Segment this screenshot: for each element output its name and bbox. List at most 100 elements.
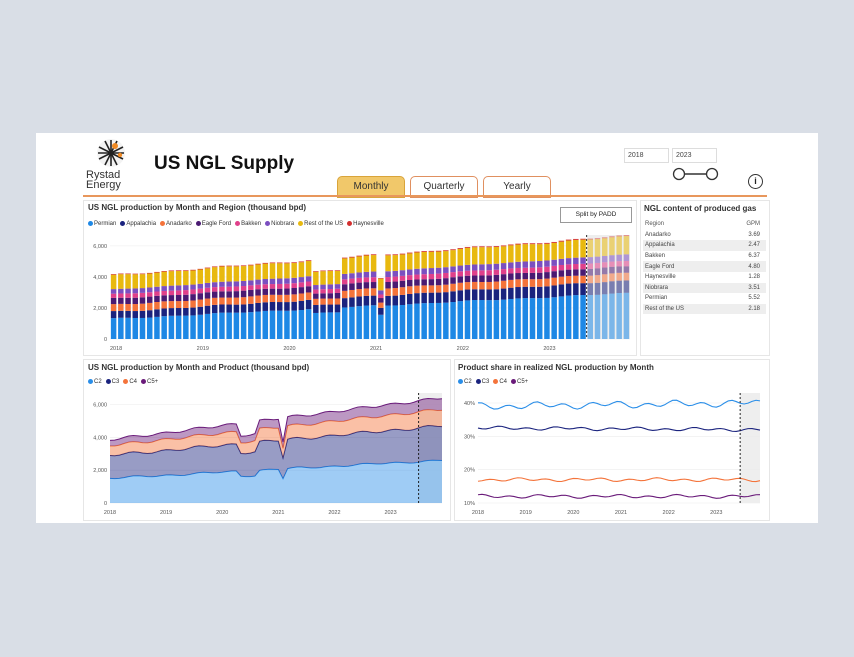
bar-segment (471, 264, 478, 271)
bar-segment (190, 294, 196, 301)
legend-dot-icon (235, 221, 241, 226)
bar-segment (305, 309, 312, 339)
year-range-slider[interactable] (670, 167, 730, 181)
legend-item[interactable]: Appalachia (120, 221, 156, 227)
bar-segment (493, 269, 500, 275)
legend-item[interactable]: C2 (458, 379, 472, 385)
info-icon[interactable]: i (748, 174, 763, 189)
series-line (477, 399, 761, 410)
bar-segment (623, 235, 630, 237)
bar-segment (305, 292, 312, 300)
bar-segment (522, 272, 529, 280)
x-tick-label: 2018 (472, 510, 484, 516)
legend-item[interactable]: Niobrara (265, 221, 294, 227)
bar-segment (414, 274, 420, 280)
bar-segment (385, 295, 391, 306)
bar-segment (197, 293, 204, 300)
share-legend: C2 C3 C4 C5+ (458, 379, 532, 385)
legend-item[interactable]: Rest of the US (298, 221, 343, 227)
bar-segment (233, 286, 240, 292)
tab-monthly[interactable]: Monthly (337, 176, 405, 198)
legend-item[interactable]: Anadarko (160, 221, 192, 227)
bar-segment (168, 315, 175, 339)
bar-segment (544, 278, 550, 287)
legend-item[interactable]: C5+ (141, 379, 158, 385)
bar-segment (146, 273, 153, 288)
bar-segment (623, 292, 630, 339)
bar-segment (428, 268, 435, 274)
bar-segment (262, 288, 269, 295)
bar-segment (580, 283, 586, 296)
bar-segment (435, 250, 442, 252)
bar-segment (132, 273, 139, 275)
bar-segment (370, 282, 377, 289)
legend-dot-icon (458, 379, 463, 384)
bar-segment (522, 267, 529, 273)
bar-segment (118, 288, 124, 294)
bar-segment (558, 258, 565, 265)
legend-item[interactable]: C3 (105, 379, 119, 385)
gpm-table-panel (640, 200, 770, 356)
x-tick-label: 2020 (567, 510, 579, 516)
tab-quarterly[interactable]: Quarterly (410, 176, 478, 198)
bar-segment (154, 291, 160, 296)
tab-yearly[interactable]: Yearly (483, 176, 551, 198)
bar-segment (464, 246, 471, 248)
bar-segment (616, 254, 622, 262)
bar-segment (414, 251, 420, 253)
bar-segment (240, 290, 247, 298)
bar-segment (327, 298, 334, 305)
area-line (109, 425, 443, 460)
legend-item[interactable]: C2 (88, 379, 102, 385)
bar-segment (356, 272, 362, 278)
bar-segment (233, 312, 240, 339)
bar-segment (450, 250, 456, 267)
bar-segment (392, 295, 399, 306)
y-tick-label: 2,000 (93, 306, 107, 312)
bar-segment (168, 290, 175, 296)
end-year-input[interactable]: 2023 (672, 148, 717, 163)
bar-segment (536, 244, 543, 262)
bar-segment (493, 289, 500, 301)
bar-segment (378, 278, 384, 291)
bar-segment (118, 293, 124, 298)
bar-segment (334, 312, 341, 339)
bar-segment (580, 269, 586, 276)
y-tick-label: 40% (464, 401, 475, 407)
bar-segment (428, 292, 435, 304)
bar-segment (623, 254, 630, 261)
bar-segment (378, 314, 384, 339)
legend-dot-icon (298, 221, 304, 226)
bar-segment (385, 277, 391, 283)
legend-item[interactable]: Bakken (235, 221, 261, 227)
legend-item[interactable]: C4 (123, 379, 137, 385)
bar-segment (392, 276, 399, 282)
bar-segment (587, 295, 594, 339)
start-year-input[interactable]: 2018 (624, 148, 669, 163)
legend-item[interactable]: C4 (493, 379, 507, 385)
bar-segment (464, 270, 471, 276)
legend-dot-icon (511, 379, 517, 384)
bar-segment (457, 290, 464, 302)
bar-segment (421, 268, 427, 275)
bar-segment (471, 247, 478, 265)
bar-segment (536, 243, 543, 245)
legend-item[interactable]: C3 (475, 379, 489, 385)
legend-item[interactable]: Haynesville (347, 221, 384, 227)
legend-item[interactable]: C5+ (511, 379, 528, 385)
bar-segment (125, 310, 131, 318)
legend-dot-icon (123, 379, 129, 384)
bar-segment (594, 282, 601, 295)
region-chart-title: US NGL production by Month and Region (t… (88, 203, 307, 212)
legend-item[interactable]: Permian (88, 221, 116, 227)
bar-segment (609, 293, 615, 339)
bar-segment (276, 262, 283, 264)
bar-segment (609, 266, 615, 274)
bar-segment (399, 270, 406, 276)
bar-segment (146, 296, 153, 303)
bar-segment (616, 261, 622, 267)
legend-item[interactable]: Eagle Ford (195, 221, 231, 227)
bar-segment (443, 284, 449, 293)
bar-segment (276, 302, 283, 311)
split-by-padd-button[interactable]: Split by PADD (560, 207, 632, 223)
